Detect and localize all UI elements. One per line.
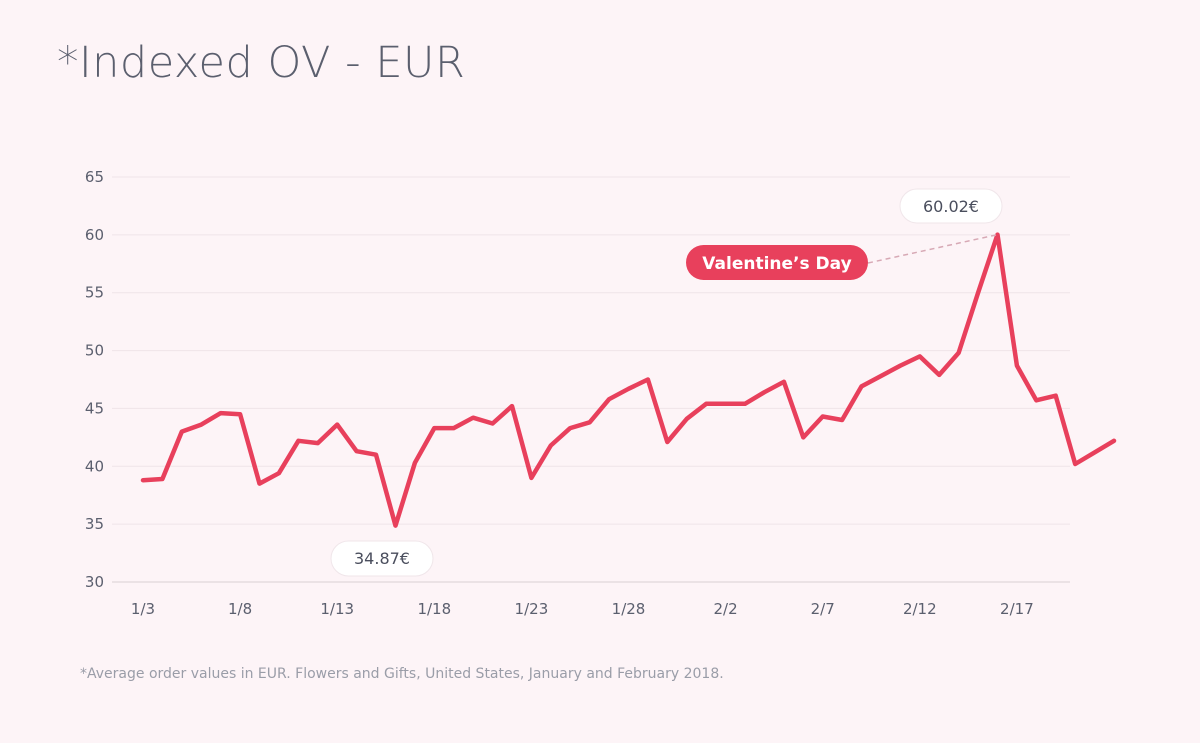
grid-lines: [112, 176, 1070, 583]
x-tick-label: 2/7: [811, 600, 835, 618]
annotations: 34.87€ 60.02€ Valentine’s Day: [330, 188, 1003, 577]
x-tick-label: 1/28: [612, 600, 646, 618]
low-value-label: 34.87€: [354, 549, 410, 568]
y-tick-label: 55: [85, 284, 104, 302]
y-tick-label: 50: [85, 342, 104, 360]
y-tick-label: 30: [85, 573, 104, 591]
y-tick-label: 60: [85, 226, 104, 244]
peak-value-label: 60.02€: [923, 197, 979, 216]
chart-title: *Indexed OV - EUR: [57, 38, 466, 88]
series-line-path: [140, 232, 1117, 528]
x-tick-label: 1/23: [515, 600, 549, 618]
y-tick-label: 65: [85, 168, 104, 186]
peak-callout-box: [899, 188, 1003, 224]
x-tick-label: 2/17: [1000, 600, 1034, 618]
x-tick-label: 2/2: [714, 600, 738, 618]
valentines-day-label: Valentine’s Day: [702, 254, 851, 274]
y-axis-ticks: 30 35 40 45 50 55 60 65: [85, 168, 104, 591]
valentines-leader-line: [867, 233, 998, 264]
footnote: *Average order values in EUR. Flowers an…: [80, 666, 724, 682]
x-tick-label: 1/18: [417, 600, 451, 618]
x-tick-label: 1/8: [228, 600, 252, 618]
x-tick-label: 1/13: [320, 600, 354, 618]
x-tick-label: 1/3: [131, 600, 155, 618]
series-line: [140, 232, 1117, 528]
x-tick-label: 2/12: [903, 600, 937, 618]
x-axis-ticks: 1/3 1/8 1/13 1/18 1/23 1/28 2/2 2/7 2/12 2/17: [131, 600, 1034, 618]
y-tick-label: 45: [85, 399, 104, 417]
valentines-pill: [686, 245, 868, 280]
y-tick-label: 35: [85, 515, 104, 533]
low-callout-box: [330, 540, 434, 577]
y-tick-label: 40: [85, 457, 104, 475]
